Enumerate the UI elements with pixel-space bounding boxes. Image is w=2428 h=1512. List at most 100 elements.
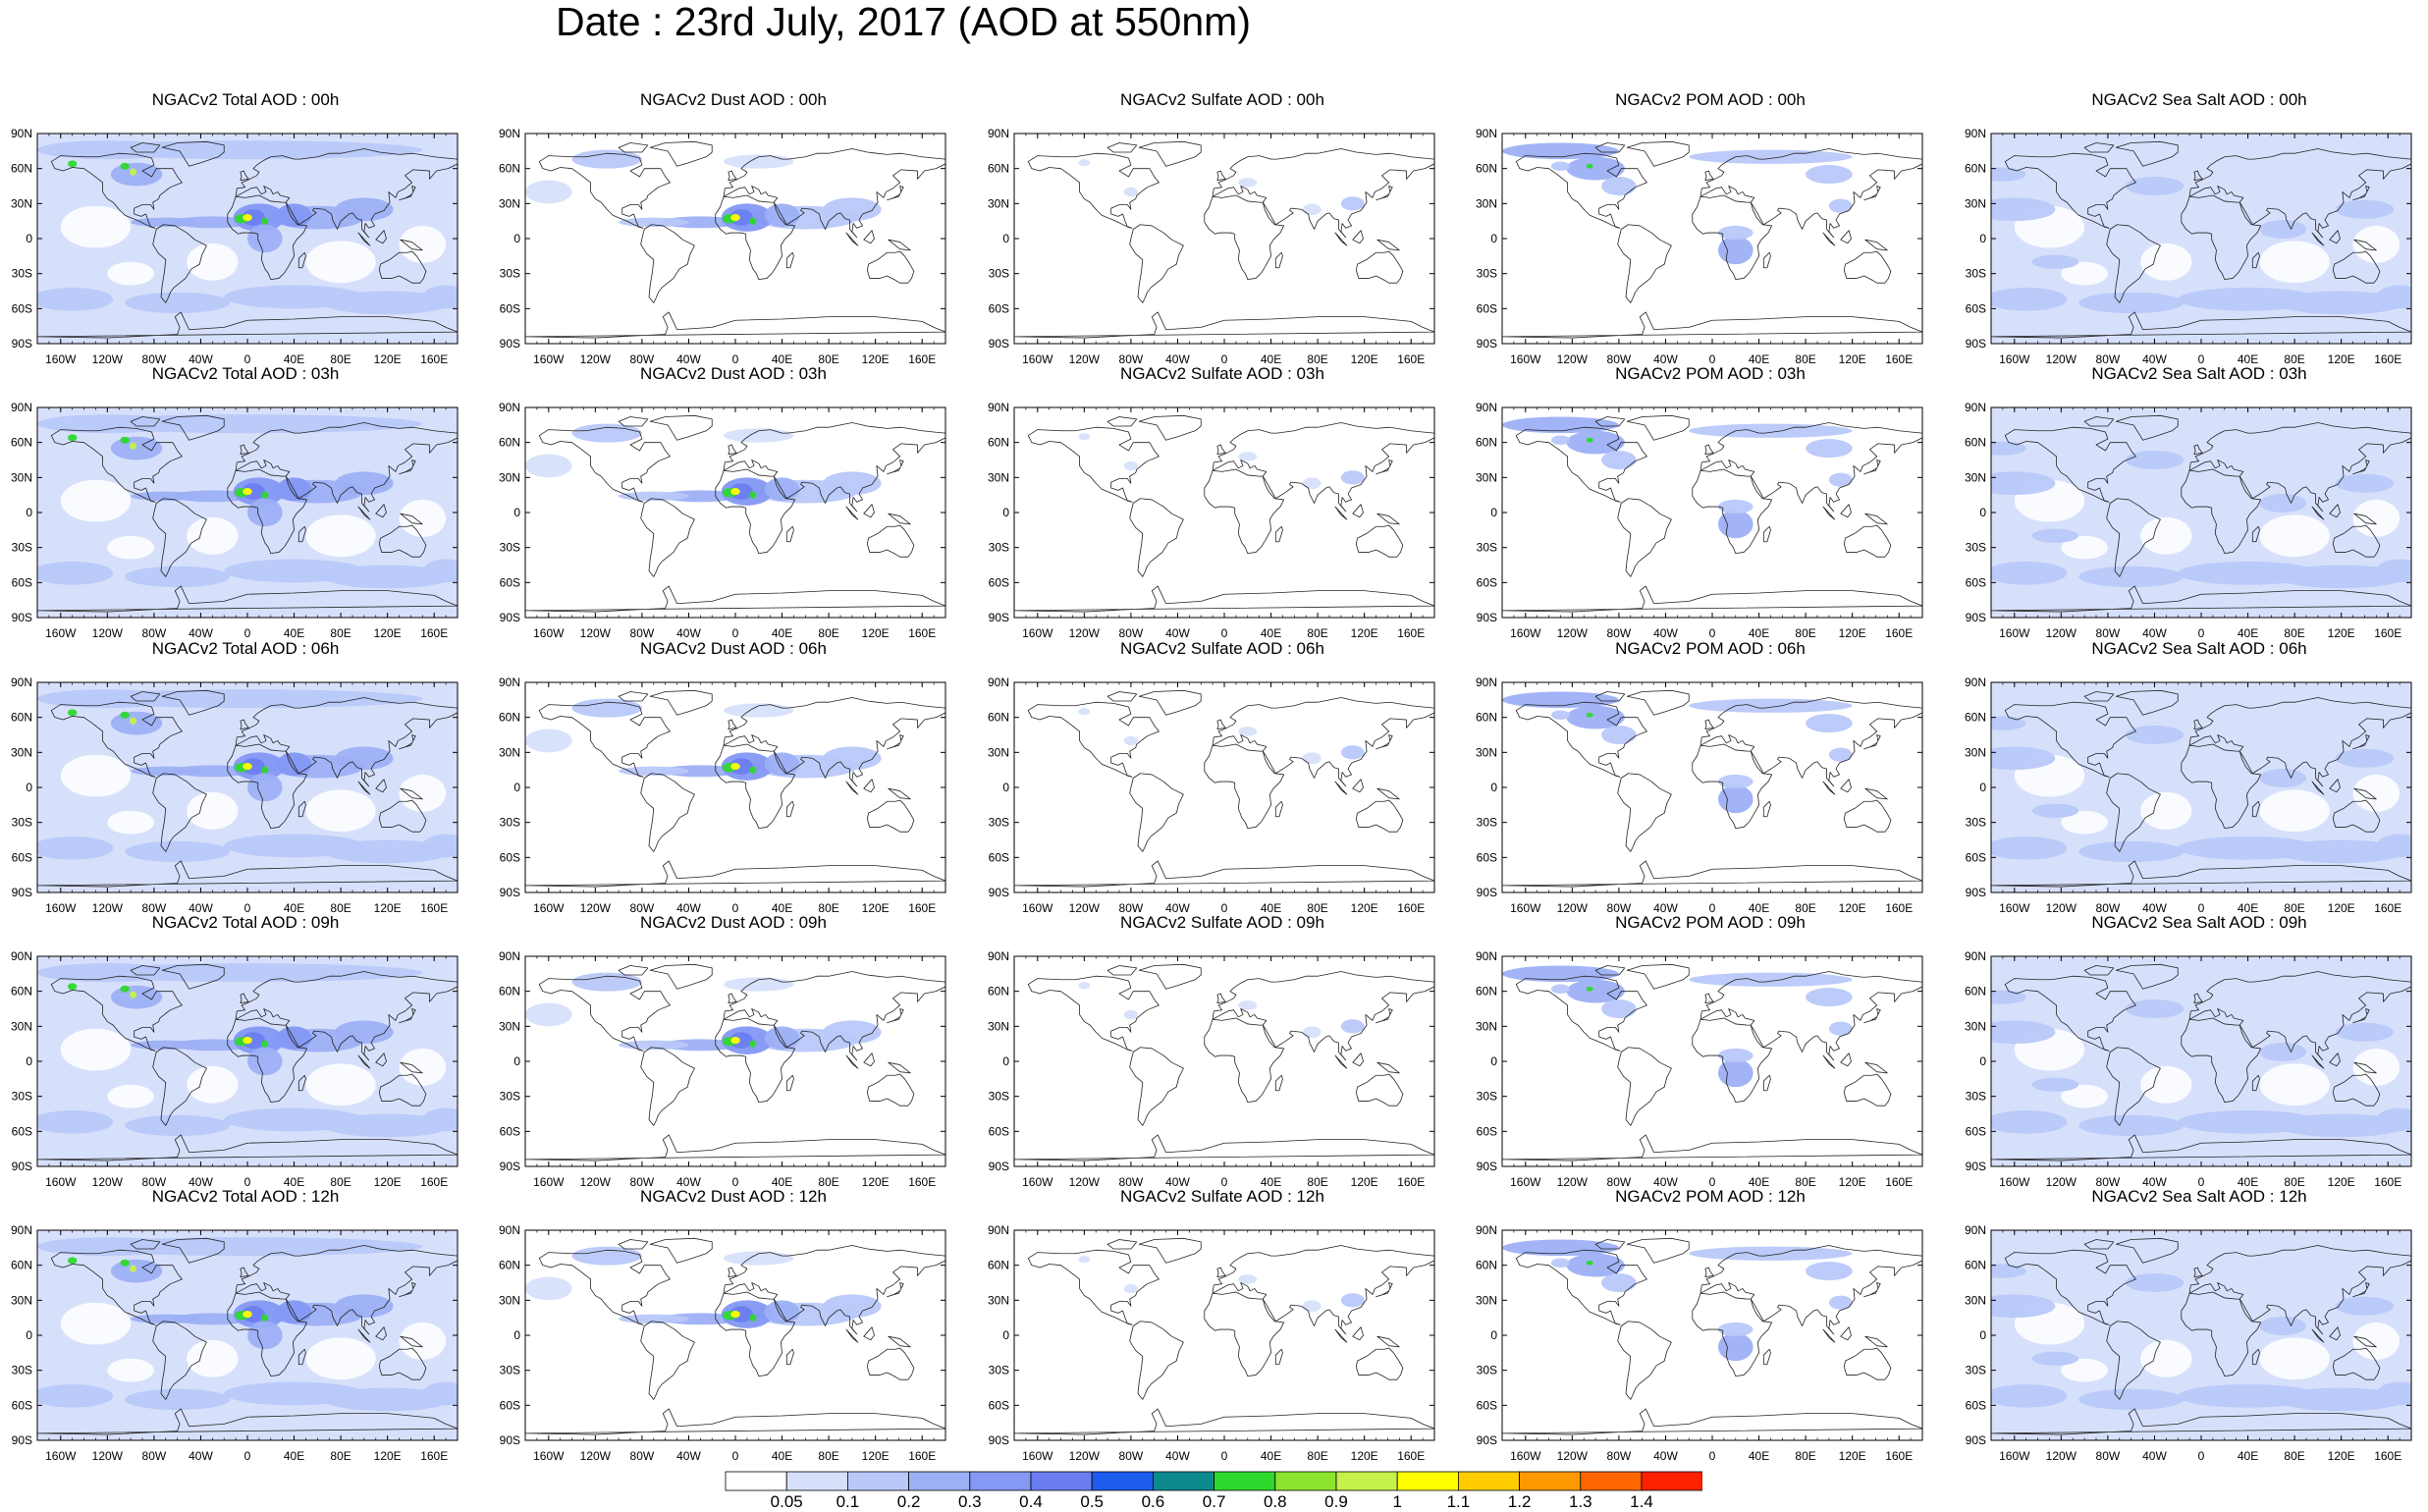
coastline <box>2193 993 2203 1003</box>
colorbar-swatch <box>1274 1471 1337 1491</box>
lon-label: 80E <box>1795 352 1815 366</box>
coastline <box>2004 701 2136 778</box>
coastline <box>525 311 945 339</box>
coastline <box>50 975 183 1052</box>
lon-label: 40E <box>1749 901 1769 915</box>
coastline <box>2332 1073 2381 1107</box>
coastline <box>2353 239 2377 251</box>
aod-clear-patch <box>2140 1339 2192 1377</box>
lat-label: 30S <box>1966 1364 1986 1377</box>
colorbar-label: 0.05 <box>771 1492 803 1508</box>
aod-field-blob <box>1123 1283 1139 1294</box>
lon-label: 120W <box>92 901 124 915</box>
lon-label: 80E <box>2284 1175 2304 1189</box>
map-plot: 90N 60N 30N 0 30S 60S 90S 160W 120W 80W 40W 0 40E 80E… <box>11 675 459 915</box>
coastline <box>1352 504 1364 518</box>
aod-field-blob <box>2125 1272 2185 1293</box>
lon-label: 80E <box>2284 626 2304 640</box>
coastline <box>1212 697 1434 787</box>
coastline <box>227 468 308 555</box>
coastline <box>1274 525 1283 543</box>
coastline <box>845 1054 859 1069</box>
coastline <box>2251 1348 2260 1366</box>
lon-label: 160E <box>2374 1449 2401 1463</box>
coastline <box>2193 1267 2203 1277</box>
aod-field-blob <box>1806 165 1853 185</box>
aod-field-blob <box>120 162 130 170</box>
lon-label: 0 <box>1709 1449 1716 1463</box>
aod-field-blob <box>261 1040 269 1048</box>
lat-label: 0 <box>513 1328 520 1342</box>
lon-label: 80W <box>630 901 655 915</box>
aod-field-blob <box>1238 727 1258 736</box>
aod-clear-patch <box>187 243 239 281</box>
lon-label: 160W <box>533 626 565 640</box>
lon-label: 0 <box>244 1175 251 1189</box>
lon-label: 80E <box>818 901 838 915</box>
lat-label: 30S <box>500 1364 520 1377</box>
aod-field-blob <box>1550 1258 1570 1269</box>
lon-label: 40W <box>2142 352 2167 366</box>
coastline <box>1843 250 1892 284</box>
aod-field-blob <box>525 1002 572 1027</box>
lat-label: 90S <box>1966 337 1986 351</box>
lon-label: 0 <box>2198 1449 2205 1463</box>
aod-field-blob <box>749 1314 757 1322</box>
lon-label: 40W <box>1653 901 1678 915</box>
lon-label: 160E <box>908 352 936 366</box>
coastline <box>400 239 423 251</box>
aod-field-blob <box>422 559 458 583</box>
aod-field-blob <box>1601 999 1637 1019</box>
coastline <box>785 251 794 269</box>
lon-label: 120E <box>1351 1175 1378 1189</box>
aod-field-blob <box>129 168 137 176</box>
aod-field-blob <box>1806 1262 1853 1281</box>
aod-field-blob <box>261 217 269 225</box>
lat-label: 90S <box>12 886 32 899</box>
lon-label: 40W <box>2142 1175 2167 1189</box>
aod-field-blob <box>1806 714 1853 733</box>
aod-field-blob <box>120 985 130 993</box>
aod-field-blob <box>2125 725 2185 745</box>
coastline <box>866 524 915 558</box>
aod-clear-patch <box>399 774 447 812</box>
colorbar-swatch <box>1152 1471 1214 1491</box>
lon-label: 40E <box>772 1175 792 1189</box>
aod-field-blob <box>261 1314 269 1322</box>
coastline <box>2106 1047 2161 1126</box>
coastline <box>887 186 904 201</box>
lat-label: 60S <box>989 1398 1009 1412</box>
lon-label: 0 <box>2198 352 2205 366</box>
coastline <box>2188 697 2411 787</box>
lon-label: 80E <box>330 352 351 366</box>
aod-field-blob <box>67 709 78 717</box>
coastline <box>1762 1348 1771 1366</box>
aod-field-blob <box>1991 287 2068 311</box>
aod-field-blob <box>749 491 757 499</box>
lat-label: 60S <box>500 575 520 589</box>
aod-field-blob <box>1717 774 1754 789</box>
aod-field-blob <box>335 1020 394 1045</box>
aod-field-blob <box>571 698 642 718</box>
lat-label: 60S <box>12 301 32 315</box>
lat-label: 60S <box>1966 301 1986 315</box>
map-panel: NGACv2 Dust AOD : 09h 90N 60N 30N 0 30S 60S 90S… <box>488 913 979 1189</box>
coastline <box>1843 799 1892 833</box>
coastline <box>538 701 671 778</box>
lon-label: 80W <box>1607 901 1632 915</box>
aod-field-blob <box>2277 565 2406 589</box>
panel-title: NGACv2 Dust AOD : 06h <box>640 639 827 658</box>
lon-label: 0 <box>732 901 739 915</box>
aod-field-blob <box>729 758 753 775</box>
coastline <box>161 140 225 167</box>
lat-label: 60S <box>1477 850 1497 864</box>
lat-label: 30N <box>1965 1019 1986 1033</box>
map-panel: NGACv2 POM AOD : 06h 90N 60N 30N 0 30S 60S 90S 1… <box>1465 639 1956 915</box>
coastline <box>1617 224 1672 303</box>
aod-field-blob <box>525 729 572 753</box>
coastline <box>235 697 458 787</box>
panel-title: NGACv2 POM AOD : 03h <box>1615 364 1806 383</box>
lon-label: 80W <box>142 1175 167 1189</box>
aod-field-blob <box>125 840 231 863</box>
lat-label: 90S <box>1966 1160 1986 1173</box>
